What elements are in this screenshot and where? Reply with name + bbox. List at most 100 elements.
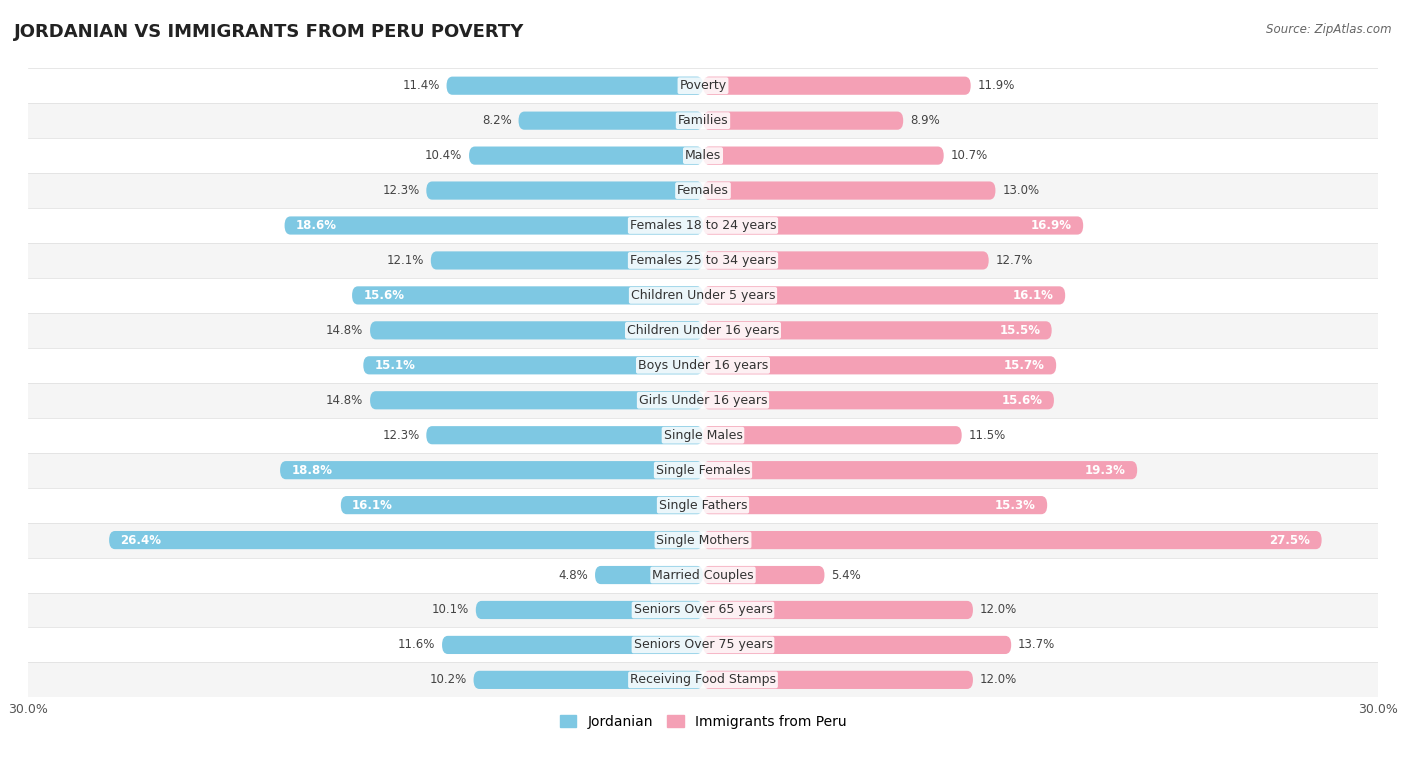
Text: 11.6%: 11.6% <box>398 638 436 651</box>
FancyBboxPatch shape <box>470 146 703 164</box>
Text: 13.0%: 13.0% <box>1002 184 1039 197</box>
Text: 16.1%: 16.1% <box>1014 289 1054 302</box>
Bar <box>28 68 1378 103</box>
Text: 8.9%: 8.9% <box>910 114 939 127</box>
FancyBboxPatch shape <box>703 356 1056 374</box>
FancyBboxPatch shape <box>430 252 703 270</box>
Bar <box>28 487 1378 522</box>
Text: 16.9%: 16.9% <box>1031 219 1071 232</box>
FancyBboxPatch shape <box>703 77 970 95</box>
Text: 12.3%: 12.3% <box>382 429 419 442</box>
Text: Males: Males <box>685 149 721 162</box>
Bar <box>28 628 1378 662</box>
Text: 12.1%: 12.1% <box>387 254 425 267</box>
Text: Seniors Over 75 years: Seniors Over 75 years <box>634 638 772 651</box>
Text: Families: Families <box>678 114 728 127</box>
Bar <box>28 418 1378 453</box>
Bar <box>28 558 1378 593</box>
Text: 15.7%: 15.7% <box>1004 359 1045 372</box>
Text: 15.5%: 15.5% <box>1000 324 1040 337</box>
Bar <box>28 348 1378 383</box>
Bar <box>28 522 1378 558</box>
Text: 12.7%: 12.7% <box>995 254 1033 267</box>
FancyBboxPatch shape <box>703 601 973 619</box>
Bar <box>28 103 1378 138</box>
FancyBboxPatch shape <box>703 146 943 164</box>
Text: Females 25 to 34 years: Females 25 to 34 years <box>630 254 776 267</box>
Text: 14.8%: 14.8% <box>326 324 363 337</box>
FancyBboxPatch shape <box>703 496 1047 514</box>
Text: 4.8%: 4.8% <box>558 568 588 581</box>
Text: Poverty: Poverty <box>679 79 727 92</box>
Text: 18.8%: 18.8% <box>291 464 332 477</box>
Text: 15.1%: 15.1% <box>374 359 415 372</box>
Text: 15.6%: 15.6% <box>1001 393 1043 407</box>
Bar <box>28 173 1378 208</box>
FancyBboxPatch shape <box>426 426 703 444</box>
Text: 12.0%: 12.0% <box>980 673 1017 687</box>
Text: 26.4%: 26.4% <box>121 534 162 547</box>
FancyBboxPatch shape <box>447 77 703 95</box>
Bar <box>28 278 1378 313</box>
Text: Single Males: Single Males <box>664 429 742 442</box>
Text: Seniors Over 65 years: Seniors Over 65 years <box>634 603 772 616</box>
Text: Children Under 5 years: Children Under 5 years <box>631 289 775 302</box>
Text: Females: Females <box>678 184 728 197</box>
FancyBboxPatch shape <box>352 287 703 305</box>
Text: 19.3%: 19.3% <box>1085 464 1126 477</box>
FancyBboxPatch shape <box>703 461 1137 479</box>
Text: 16.1%: 16.1% <box>352 499 392 512</box>
Text: 10.1%: 10.1% <box>432 603 470 616</box>
FancyBboxPatch shape <box>703 252 988 270</box>
Bar <box>28 383 1378 418</box>
FancyBboxPatch shape <box>370 321 703 340</box>
Text: Source: ZipAtlas.com: Source: ZipAtlas.com <box>1267 23 1392 36</box>
Text: 14.8%: 14.8% <box>326 393 363 407</box>
Text: JORDANIAN VS IMMIGRANTS FROM PERU POVERTY: JORDANIAN VS IMMIGRANTS FROM PERU POVERT… <box>14 23 524 41</box>
Bar <box>28 662 1378 697</box>
Bar <box>28 453 1378 487</box>
Text: Receiving Food Stamps: Receiving Food Stamps <box>630 673 776 687</box>
FancyBboxPatch shape <box>280 461 703 479</box>
Text: 13.7%: 13.7% <box>1018 638 1054 651</box>
FancyBboxPatch shape <box>703 287 1066 305</box>
FancyBboxPatch shape <box>703 111 903 130</box>
FancyBboxPatch shape <box>595 566 703 584</box>
Bar <box>28 208 1378 243</box>
Bar <box>28 138 1378 173</box>
FancyBboxPatch shape <box>340 496 703 514</box>
Bar <box>28 243 1378 278</box>
FancyBboxPatch shape <box>441 636 703 654</box>
FancyBboxPatch shape <box>519 111 703 130</box>
Text: 11.5%: 11.5% <box>969 429 1005 442</box>
FancyBboxPatch shape <box>284 217 703 234</box>
Text: 5.4%: 5.4% <box>831 568 860 581</box>
Text: 18.6%: 18.6% <box>295 219 337 232</box>
FancyBboxPatch shape <box>703 391 1054 409</box>
FancyBboxPatch shape <box>426 181 703 199</box>
FancyBboxPatch shape <box>110 531 703 549</box>
FancyBboxPatch shape <box>370 391 703 409</box>
Text: 15.6%: 15.6% <box>363 289 405 302</box>
FancyBboxPatch shape <box>703 671 973 689</box>
Text: Single Fathers: Single Fathers <box>659 499 747 512</box>
Text: 27.5%: 27.5% <box>1270 534 1310 547</box>
FancyBboxPatch shape <box>703 566 824 584</box>
Text: Boys Under 16 years: Boys Under 16 years <box>638 359 768 372</box>
Legend: Jordanian, Immigrants from Peru: Jordanian, Immigrants from Peru <box>554 709 852 735</box>
Text: 11.9%: 11.9% <box>977 79 1015 92</box>
FancyBboxPatch shape <box>474 671 703 689</box>
Bar <box>28 593 1378 628</box>
FancyBboxPatch shape <box>475 601 703 619</box>
Bar <box>28 313 1378 348</box>
Text: Children Under 16 years: Children Under 16 years <box>627 324 779 337</box>
FancyBboxPatch shape <box>703 531 1322 549</box>
Text: 15.3%: 15.3% <box>995 499 1036 512</box>
Text: Females 18 to 24 years: Females 18 to 24 years <box>630 219 776 232</box>
Text: Married Couples: Married Couples <box>652 568 754 581</box>
Text: 10.4%: 10.4% <box>425 149 463 162</box>
Text: 8.2%: 8.2% <box>482 114 512 127</box>
Text: 12.3%: 12.3% <box>382 184 419 197</box>
FancyBboxPatch shape <box>703 217 1083 234</box>
Text: Girls Under 16 years: Girls Under 16 years <box>638 393 768 407</box>
